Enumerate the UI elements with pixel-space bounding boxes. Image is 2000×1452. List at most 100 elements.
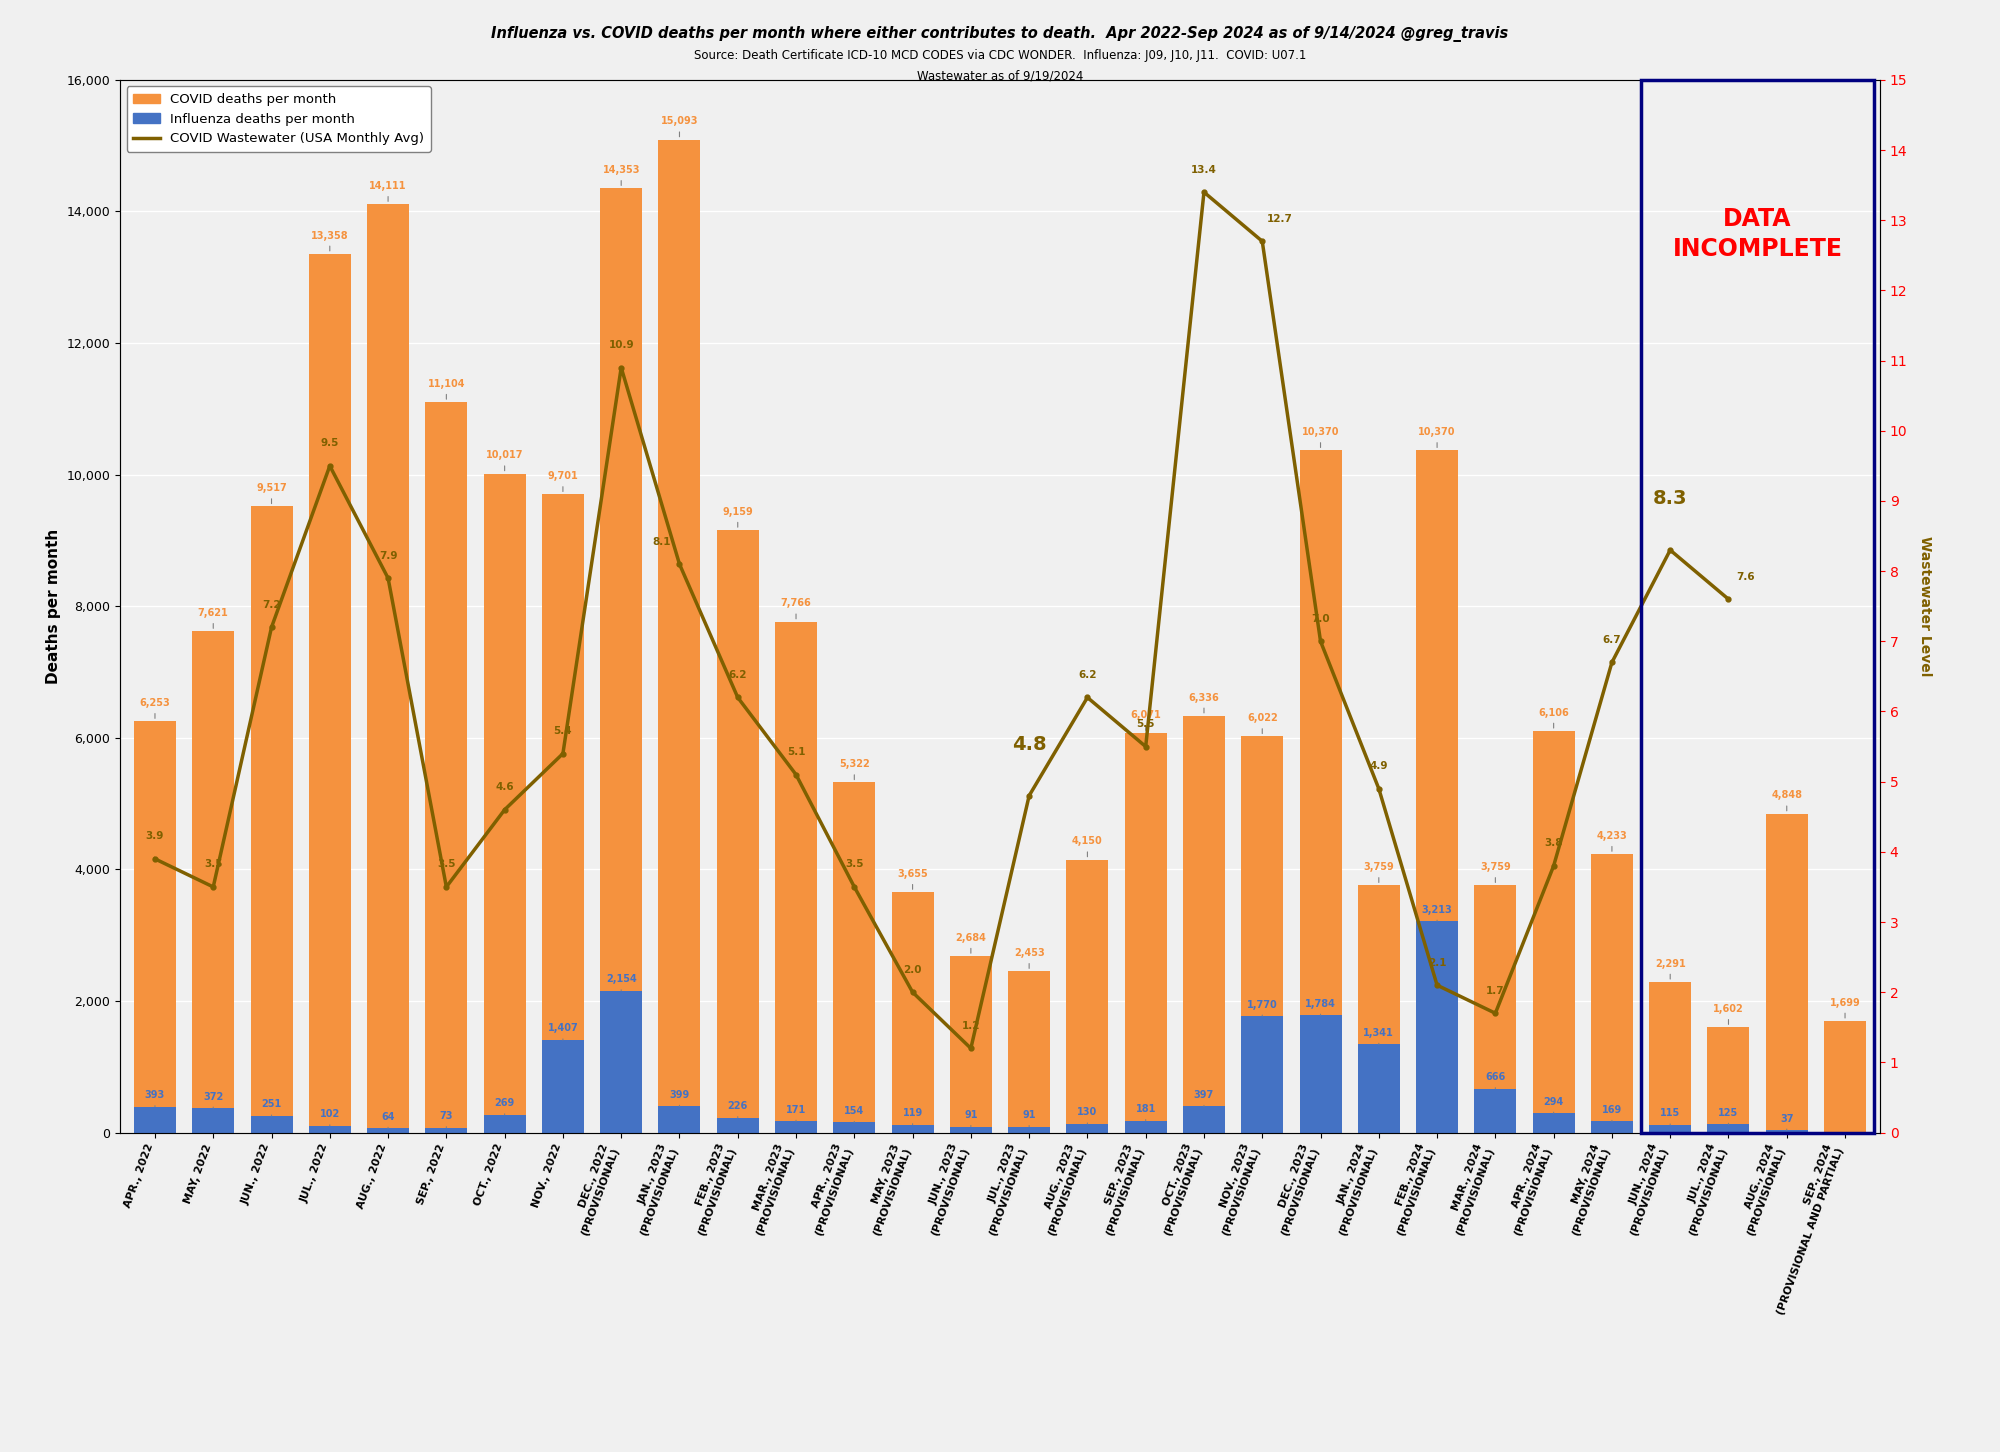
Text: 171: 171 [786, 1105, 806, 1121]
Bar [716, 530, 758, 1133]
Bar [542, 494, 584, 1133]
Text: 91: 91 [964, 1109, 978, 1127]
COVID Wastewater (USA Monthly Avg) [668, 556, 692, 574]
Text: 1.7: 1.7 [1486, 986, 1504, 996]
Bar [484, 473, 526, 1133]
Text: 3.8: 3.8 [1544, 838, 1562, 848]
Text: 6.7: 6.7 [1602, 635, 1622, 645]
Text: 37: 37 [1780, 1114, 1794, 1130]
Text: 7.9: 7.9 [378, 550, 398, 560]
Bar [1590, 1121, 1632, 1133]
Bar [716, 1118, 758, 1133]
Bar [834, 1122, 876, 1133]
Text: 1,341: 1,341 [1364, 1028, 1394, 1044]
Text: 399: 399 [670, 1090, 690, 1106]
COVID Wastewater (USA Monthly Avg) [1426, 977, 1450, 995]
Text: 372: 372 [204, 1092, 224, 1108]
Bar [1008, 971, 1050, 1133]
Text: 1,770: 1,770 [1246, 999, 1278, 1016]
Bar [484, 1115, 526, 1133]
COVID Wastewater (USA Monthly Avg) [1076, 688, 1100, 706]
Text: 6,253: 6,253 [140, 698, 170, 719]
Text: 9.5: 9.5 [320, 439, 338, 449]
Bar [542, 1040, 584, 1133]
Text: 12.7: 12.7 [1266, 213, 1292, 224]
Text: 4.9: 4.9 [1370, 761, 1388, 771]
COVID Wastewater (USA Monthly Avg) [610, 359, 634, 376]
Text: 7.6: 7.6 [1736, 572, 1756, 582]
Text: 10.9: 10.9 [608, 340, 634, 350]
Text: 393: 393 [144, 1090, 166, 1106]
Text: 2,154: 2,154 [606, 974, 636, 990]
COVID Wastewater (USA Monthly Avg) [1250, 232, 1274, 250]
COVID Wastewater (USA Monthly Avg) [1658, 542, 1682, 559]
Text: 13.4: 13.4 [1192, 164, 1216, 174]
Text: 269: 269 [494, 1098, 514, 1115]
Text: 3.5: 3.5 [846, 860, 864, 870]
Text: Wastewater as of 9/19/2024: Wastewater as of 9/19/2024 [916, 70, 1084, 83]
Bar [308, 1125, 350, 1133]
COVID Wastewater (USA Monthly Avg) [202, 878, 226, 896]
Bar [1708, 1027, 1750, 1133]
Bar [368, 205, 410, 1133]
Text: 3,759: 3,759 [1480, 862, 1510, 883]
Text: 4,233: 4,233 [1596, 831, 1628, 851]
Text: 10,370: 10,370 [1418, 427, 1456, 447]
Text: 4,150: 4,150 [1072, 836, 1102, 857]
Bar [1358, 1044, 1400, 1133]
Text: DATA
INCOMPLETE: DATA INCOMPLETE [1672, 208, 1842, 261]
Bar [1124, 733, 1166, 1133]
Text: 7.0: 7.0 [1312, 614, 1330, 624]
Bar [892, 892, 934, 1133]
Text: Source: Death Certificate ICD-10 MCD CODES via CDC WONDER.  Influenza: J09, J10,: Source: Death Certificate ICD-10 MCD COD… [694, 49, 1306, 62]
Bar [1182, 716, 1224, 1133]
Text: 181: 181 [1136, 1104, 1156, 1121]
Bar [1066, 860, 1108, 1133]
COVID Wastewater (USA Monthly Avg) [1192, 183, 1216, 200]
Text: 2,291: 2,291 [1654, 958, 1686, 979]
Y-axis label: Deaths per month: Deaths per month [46, 529, 60, 684]
Bar [1416, 921, 1458, 1133]
Text: 9,701: 9,701 [548, 470, 578, 492]
Text: 5.1: 5.1 [786, 748, 806, 756]
Text: 4.8: 4.8 [1012, 735, 1046, 754]
Bar [1066, 1124, 1108, 1133]
Text: 251: 251 [262, 1099, 282, 1117]
Bar [1474, 1089, 1516, 1133]
COVID Wastewater (USA Monthly Avg) [376, 569, 400, 587]
Text: 8.3: 8.3 [1652, 489, 1688, 508]
Bar [658, 1106, 700, 1133]
Text: 15,093: 15,093 [660, 116, 698, 136]
COVID Wastewater (USA Monthly Avg) [842, 878, 866, 896]
Text: 2.1: 2.1 [1428, 958, 1446, 967]
Text: 666: 666 [1486, 1072, 1506, 1089]
Bar [1590, 854, 1632, 1133]
COVID Wastewater (USA Monthly Avg) [260, 619, 284, 636]
Bar [892, 1125, 934, 1133]
Line: COVID Wastewater (USA Monthly Avg): COVID Wastewater (USA Monthly Avg) [152, 190, 1730, 1051]
COVID Wastewater (USA Monthly Avg) [1366, 780, 1390, 797]
Bar [134, 722, 176, 1133]
COVID Wastewater (USA Monthly Avg) [1484, 1005, 1508, 1022]
Text: 169: 169 [1602, 1105, 1622, 1121]
Text: 2,453: 2,453 [1014, 948, 1044, 968]
Text: 91: 91 [1022, 1109, 1036, 1127]
Text: 130: 130 [1078, 1108, 1098, 1124]
Bar [426, 1128, 468, 1133]
Bar [192, 1108, 234, 1133]
Bar [1650, 982, 1692, 1133]
COVID Wastewater (USA Monthly Avg) [1716, 591, 1740, 608]
Bar [1824, 1021, 1866, 1133]
Text: 3,213: 3,213 [1422, 905, 1452, 921]
Text: 1,699: 1,699 [1830, 998, 1860, 1018]
Text: 9,517: 9,517 [256, 484, 286, 504]
Text: 4,848: 4,848 [1772, 790, 1802, 810]
COVID Wastewater (USA Monthly Avg) [318, 457, 342, 475]
Y-axis label: Wastewater Level: Wastewater Level [1918, 536, 1932, 677]
Bar [776, 621, 818, 1133]
Text: 115: 115 [1660, 1108, 1680, 1125]
Bar [308, 254, 350, 1133]
Text: 125: 125 [1718, 1108, 1738, 1124]
COVID Wastewater (USA Monthly Avg) [550, 745, 574, 762]
Text: 5,322: 5,322 [838, 759, 870, 780]
